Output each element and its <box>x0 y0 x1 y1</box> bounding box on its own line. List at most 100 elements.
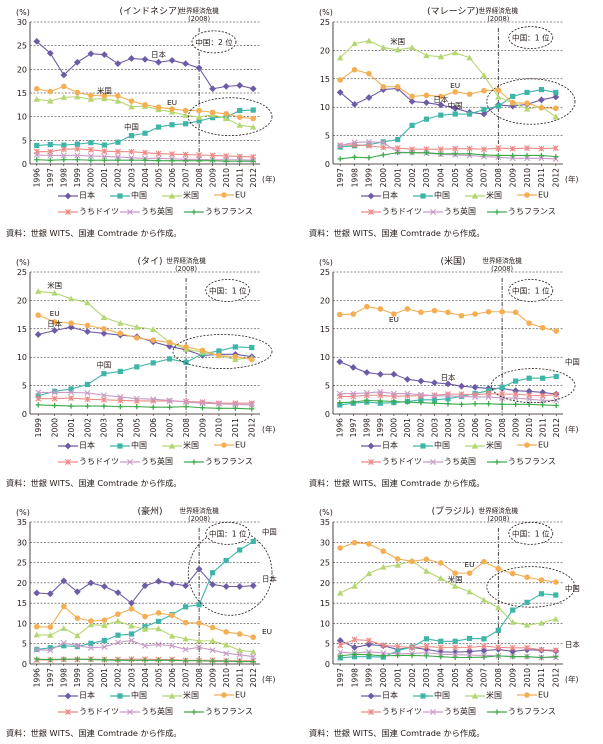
legend-item: EU <box>516 690 549 700</box>
series-line-eu <box>36 605 254 638</box>
point-eu <box>250 115 257 122</box>
point-france <box>445 401 451 407</box>
point-germany <box>423 643 430 650</box>
point-france <box>538 152 545 159</box>
point-eu <box>101 617 108 623</box>
point-france <box>418 400 424 406</box>
point-us <box>495 93 502 100</box>
point-china <box>452 111 458 117</box>
rank-badge-text: 中国：1 位 <box>209 285 247 295</box>
point-china <box>115 632 121 638</box>
line-chart: (%) 0 5 10 15 20 25 1999 2000 2001 2002 2003 2004 200… <box>16 256 276 437</box>
point-us <box>394 561 401 568</box>
legend-label: 日本 <box>79 191 95 200</box>
point-japan <box>182 60 189 68</box>
x-tick-label: 1998 <box>350 168 359 187</box>
point-france <box>524 152 530 159</box>
point-france <box>115 657 121 663</box>
point-china <box>249 344 255 351</box>
legend-item: 中国 <box>109 440 147 451</box>
point-japan <box>141 55 149 63</box>
legend-marker <box>524 192 530 198</box>
point-japan <box>423 99 430 107</box>
point-china <box>538 86 545 93</box>
crisis-year-label: (2008) <box>188 515 210 523</box>
series-inline-label: 中国 <box>448 101 463 110</box>
highlight-ellipse <box>187 97 273 136</box>
point-eu <box>553 328 560 334</box>
point-france <box>88 157 94 163</box>
point-eu <box>337 77 343 83</box>
point-france <box>74 157 80 163</box>
chart-title: (ブラジル) <box>431 507 475 517</box>
legend-marker <box>127 708 133 715</box>
x-tick-label: 2000 <box>379 668 388 687</box>
legend-marker <box>221 442 227 448</box>
point-uk <box>365 138 372 145</box>
x-tick-label: 2006 <box>471 418 480 437</box>
legend-item: うちドイツ <box>57 456 119 467</box>
legend-marker <box>65 708 71 715</box>
point-uk <box>417 391 424 398</box>
point-us <box>87 95 95 102</box>
legend-marker <box>524 442 530 448</box>
x-tick-label: 2009 <box>511 418 520 437</box>
point-japan <box>73 588 81 596</box>
point-japan <box>155 577 162 585</box>
series-line-france <box>38 404 252 410</box>
point-uk <box>47 647 54 654</box>
series-inline-label: 中国 <box>565 584 580 593</box>
legend-marker <box>221 192 227 198</box>
point-japan <box>431 379 438 387</box>
point-germany <box>466 644 473 651</box>
crisis-year-label: (2008) <box>188 15 210 23</box>
point-japan <box>451 648 459 656</box>
point-eu <box>33 623 40 630</box>
point-eu <box>51 319 58 325</box>
point-us <box>84 299 91 306</box>
rank-badge <box>205 521 251 545</box>
point-germany <box>538 145 545 152</box>
point-eu <box>438 560 444 566</box>
point-eu <box>351 539 358 546</box>
x-tick-label: 2001 <box>393 668 402 687</box>
point-uk <box>351 139 358 146</box>
legend-item: うち英国 <box>119 706 173 717</box>
x-tick-label: 2001 <box>403 418 412 437</box>
y-tick-label: 5 <box>22 136 27 145</box>
point-france <box>553 154 559 160</box>
point-japan <box>60 71 68 79</box>
point-us <box>141 625 149 632</box>
x-tick-label: 2011 <box>537 168 546 187</box>
point-france <box>182 658 189 664</box>
point-eu <box>196 620 202 626</box>
rank-badge-text: 中国：1 位 <box>512 33 550 43</box>
point-japan <box>33 589 41 597</box>
chart-legend: 日本 中国 米国 EU うちドイツ うち英国 うちフランス <box>360 190 590 222</box>
legend-label: 米国 <box>486 691 502 700</box>
legend-item: うちドイツ <box>57 706 119 717</box>
point-eu <box>499 308 505 315</box>
point-china <box>61 643 67 649</box>
y-tick-label: 10 <box>17 619 27 628</box>
point-uk <box>431 392 438 399</box>
point-eu <box>452 89 458 95</box>
point-uk <box>509 155 516 162</box>
x-tick-label: 2002 <box>114 668 123 687</box>
x-tick-label: 2004 <box>444 418 453 437</box>
point-france <box>101 657 108 663</box>
crisis-year-label: (2008) <box>487 515 509 523</box>
x-tick-label: 2001 <box>393 168 402 187</box>
y-tick-label: 5 <box>325 132 330 141</box>
chart-panel-indonesia: (インドネシア) (%) 0 5 10 15 20 25 30 1996 1997 1998 1999 2… <box>2 0 298 244</box>
point-japan <box>67 323 75 331</box>
legend-swatch <box>413 442 433 449</box>
point-eu <box>101 93 108 99</box>
point-china <box>183 359 189 365</box>
point-japan <box>538 96 545 104</box>
series-inline-label: 日本 <box>151 50 166 59</box>
x-tick-label: 2011 <box>236 668 245 687</box>
point-uk <box>485 393 492 400</box>
point-us <box>408 44 416 51</box>
point-france <box>167 404 173 410</box>
